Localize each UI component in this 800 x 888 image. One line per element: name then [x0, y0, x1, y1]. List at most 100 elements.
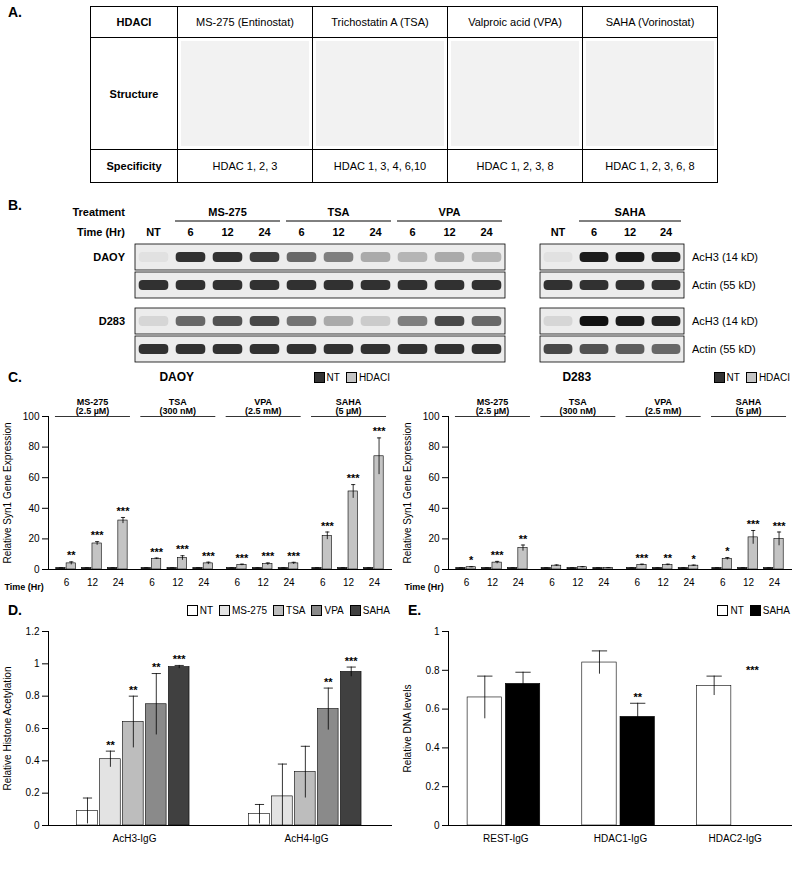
svg-text:***: *** [202, 550, 216, 562]
svg-text:0: 0 [434, 564, 440, 575]
svg-text:***: *** [773, 520, 787, 532]
svg-text:*: * [692, 553, 697, 565]
svg-text:***: *** [347, 472, 361, 484]
svg-text:Relative Histone Acetylation: Relative Histone Acetylation [2, 667, 13, 791]
svg-text:1: 1 [434, 626, 440, 637]
svg-text:Time (Hr): Time (Hr) [77, 226, 125, 238]
svg-text:VPA: VPA [439, 206, 461, 218]
svg-text:0.6: 0.6 [426, 703, 440, 714]
svg-text:80: 80 [28, 441, 40, 452]
svg-text:12: 12 [221, 226, 233, 238]
svg-text:Relative Syn1 Gene Expression: Relative Syn1 Gene Expression [402, 422, 413, 563]
svg-text:MS-275: MS-275 [208, 206, 247, 218]
svg-text:20: 20 [28, 533, 40, 544]
svg-text:**: ** [129, 684, 138, 696]
svg-text:***: *** [176, 543, 190, 555]
svg-text:***: *** [373, 425, 387, 437]
svg-text:SAHA(5 µM): SAHA(5 µM) [335, 397, 361, 416]
svg-text:***: *** [491, 549, 505, 561]
svg-text:***: *** [345, 655, 359, 667]
svg-text:D283: D283 [99, 315, 125, 327]
svg-text:***: *** [236, 552, 250, 564]
svg-text:***: *** [636, 552, 650, 564]
svg-text:24: 24 [683, 577, 695, 588]
svg-text:0: 0 [34, 820, 40, 831]
svg-text:6: 6 [409, 226, 415, 238]
svg-text:MS-275(2.5 µM): MS-275(2.5 µM) [476, 397, 510, 416]
svg-text:20: 20 [428, 533, 440, 544]
svg-text:6: 6 [320, 577, 326, 588]
svg-text:**: ** [519, 533, 528, 545]
svg-text:***: *** [91, 529, 105, 541]
svg-text:***: *** [747, 518, 761, 530]
svg-text:24: 24 [198, 577, 210, 588]
svg-text:Relative Syn1 Gene Expression: Relative Syn1 Gene Expression [2, 422, 13, 563]
svg-text:24: 24 [113, 577, 125, 588]
svg-text:12: 12 [87, 577, 99, 588]
svg-text:**: ** [324, 676, 333, 688]
svg-text:AcH3-IgG: AcH3-IgG [113, 833, 157, 844]
svg-text:100: 100 [423, 411, 440, 422]
svg-text:0.2: 0.2 [426, 781, 440, 792]
svg-text:6: 6 [149, 577, 155, 588]
svg-text:12: 12 [658, 577, 670, 588]
svg-text:DAOY: DAOY [93, 251, 125, 263]
svg-text:Time (Hr): Time (Hr) [405, 582, 444, 592]
svg-text:1: 1 [34, 658, 40, 669]
svg-text:12: 12 [487, 577, 499, 588]
svg-text:24: 24 [769, 577, 781, 588]
svg-text:HDAC1-IgG: HDAC1-IgG [594, 833, 648, 844]
svg-text:80: 80 [428, 441, 440, 452]
svg-text:***: *** [150, 546, 164, 558]
svg-text:**: ** [67, 549, 76, 561]
svg-text:1.2: 1.2 [26, 626, 40, 637]
svg-text:6: 6 [298, 226, 304, 238]
svg-text:HDAC2-IgG: HDAC2-IgG [708, 833, 762, 844]
svg-text:0: 0 [34, 564, 40, 575]
svg-text:***: *** [321, 520, 335, 532]
svg-text:Treatment: Treatment [72, 206, 125, 218]
svg-text:12: 12 [572, 577, 584, 588]
svg-text:VPA(2.5 mM): VPA(2.5 mM) [645, 397, 682, 416]
svg-text:0.4: 0.4 [26, 755, 40, 766]
svg-text:AcH4-IgG: AcH4-IgG [285, 833, 329, 844]
svg-text:REST-IgG: REST-IgG [483, 833, 529, 844]
svg-text:24: 24 [480, 226, 493, 238]
svg-text:Actin (55 kD): Actin (55 kD) [692, 343, 756, 355]
svg-text:AcH3 (14 kD): AcH3 (14 kD) [692, 251, 758, 263]
svg-text:24: 24 [258, 226, 271, 238]
svg-text:**: ** [152, 661, 161, 673]
svg-text:0.6: 0.6 [26, 723, 40, 734]
svg-text:24: 24 [513, 577, 525, 588]
svg-text:***: *** [117, 505, 131, 517]
svg-text:40: 40 [28, 503, 40, 514]
svg-text:AcH3 (14 kD): AcH3 (14 kD) [692, 315, 758, 327]
svg-text:B.: B. [8, 197, 22, 213]
svg-text:12: 12 [443, 226, 455, 238]
svg-text:NT: NT [146, 226, 161, 238]
svg-text:**: ** [664, 552, 673, 564]
svg-text:12: 12 [743, 577, 755, 588]
svg-text:Time (Hr): Time (Hr) [5, 582, 44, 592]
svg-text:***: *** [287, 550, 301, 562]
svg-text:0: 0 [434, 820, 440, 831]
svg-text:0.2: 0.2 [26, 787, 40, 798]
svg-text:***: *** [173, 653, 187, 665]
svg-text:TSA: TSA [328, 206, 350, 218]
svg-text:24: 24 [283, 577, 295, 588]
svg-text:24: 24 [369, 577, 381, 588]
svg-text:24: 24 [598, 577, 610, 588]
svg-text:6: 6 [464, 577, 470, 588]
svg-text:VPA(2.5 mM): VPA(2.5 mM) [245, 397, 282, 416]
svg-text:12: 12 [343, 577, 355, 588]
svg-text:TSA(300 nM): TSA(300 nM) [560, 397, 597, 416]
svg-text:12: 12 [172, 577, 184, 588]
svg-text:Relative DNA levels: Relative DNA levels [402, 685, 413, 773]
svg-text:6: 6 [720, 577, 726, 588]
svg-text:**: ** [633, 691, 642, 703]
svg-text:*: * [469, 554, 474, 566]
svg-text:**: ** [106, 739, 115, 751]
svg-text:***: *** [261, 550, 275, 562]
svg-text:6: 6 [235, 577, 241, 588]
svg-text:6: 6 [549, 577, 555, 588]
